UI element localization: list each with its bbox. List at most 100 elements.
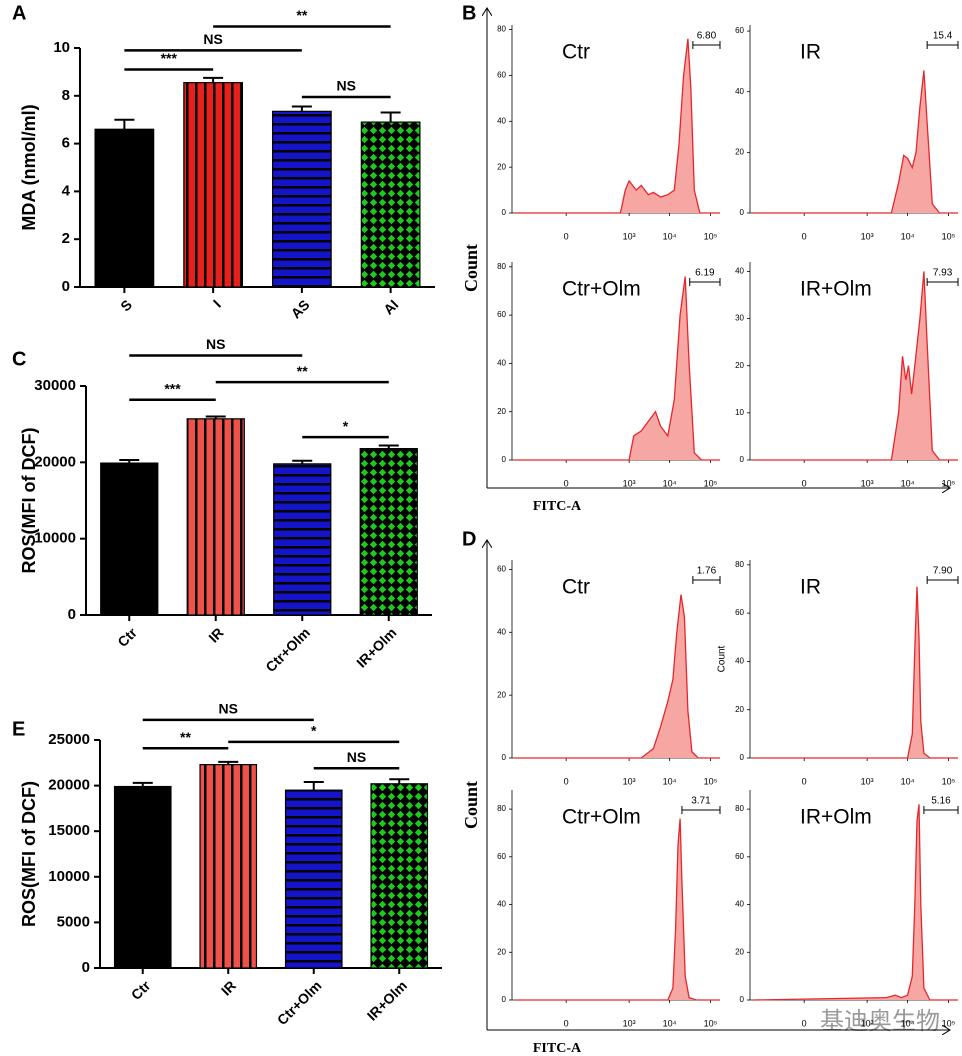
y-tick-label: 30 [735, 314, 744, 323]
bar [284, 789, 343, 969]
plot-title: IR [800, 576, 821, 599]
bar [183, 82, 244, 288]
x-tick-label: 10⁵ [704, 776, 718, 786]
plot-title: IR+Olm [800, 806, 872, 829]
y-tick-label: 0 [82, 959, 90, 976]
bar [113, 785, 172, 969]
watermark: 基迪奥生物 [820, 1007, 940, 1035]
y-tick-label: 40 [497, 359, 506, 368]
y-tick-label: 0 [502, 208, 507, 217]
y-tick-label: 0 [502, 753, 507, 762]
y-tick-label: 6 [62, 135, 70, 152]
y-tick-label: 0 [740, 753, 745, 762]
y-tick-label: 40 [497, 900, 506, 909]
x-tick-label: 10³ [623, 478, 636, 488]
y-tick-label: 80 [497, 262, 506, 271]
panel-letter: D [462, 528, 476, 550]
bar [370, 783, 429, 969]
plot-title: IR+Olm [800, 278, 872, 301]
x-tick-label: 0 [802, 1018, 807, 1028]
comparison-label: NS [206, 336, 225, 352]
y-tick-label: 10 [53, 39, 70, 56]
comparison-label: * [311, 723, 317, 739]
y-tick-label: 0 [68, 606, 76, 623]
x-tick-label: IR+Olm [353, 624, 399, 670]
comparison-label: * [343, 418, 349, 434]
x-tick-label: I [210, 296, 224, 310]
gate-label: 6.80 [697, 31, 717, 42]
x-tick-label: Ctr [114, 624, 140, 650]
histogram-curve [515, 276, 720, 461]
y-tick-label: 20000 [34, 453, 76, 470]
comparison-label: ** [296, 7, 307, 23]
y-tick-label: 80 [735, 560, 744, 569]
y-tick-label: 60 [497, 852, 506, 861]
y-tick-label: 0 [740, 995, 745, 1004]
histogram-curve [515, 38, 720, 214]
y-tick-label: 20 [735, 361, 744, 370]
x-tick-label: 10⁴ [663, 1018, 677, 1028]
x-tick-label: Ctr+Olm [274, 977, 325, 1028]
comparison-label: NS [337, 78, 356, 94]
y-tick-label: 60 [497, 310, 506, 319]
y-axis-label: ROS(MFI of DCF) [19, 781, 39, 927]
y-axis-label: Count [461, 244, 481, 292]
y-tick-label: 20000 [48, 777, 90, 794]
gate-label: 15.4 [933, 31, 953, 42]
y-tick-label: 8 [62, 87, 70, 104]
x-tick-label: 10³ [861, 478, 874, 488]
histogram-curve [753, 586, 958, 759]
y-tick-label: 10 [735, 408, 744, 417]
x-tick-label: 10³ [623, 1018, 636, 1028]
x-tick-label: 10⁴ [901, 776, 915, 786]
x-axis-label: FITC-A [533, 499, 582, 514]
x-tick-label: Ctr [128, 977, 154, 1003]
x-tick-label: Ctr+Olm [262, 624, 313, 675]
y-tick-label: 60 [497, 565, 506, 574]
x-tick-label: 0 [802, 231, 807, 241]
y-tick-label: 4 [62, 182, 71, 199]
y-tick-label: 60 [735, 852, 744, 861]
y-tick-label: 15000 [48, 822, 90, 839]
x-tick-label: 10⁴ [663, 478, 677, 488]
panel-letter: C [12, 348, 26, 370]
plot-y-label: Count [717, 645, 728, 672]
y-tick-label: 80 [735, 804, 744, 813]
x-tick-label: 10⁵ [942, 478, 956, 488]
y-tick-label: 0 [62, 278, 70, 295]
y-tick-label: 40 [735, 87, 744, 96]
y-tick-label: 40 [735, 657, 744, 666]
y-tick-label: 20 [735, 947, 744, 956]
x-tick-label: 10⁵ [704, 1018, 718, 1028]
histogram-curve [515, 818, 720, 1001]
comparison-label: NS [219, 701, 238, 717]
y-tick-label: 2 [62, 230, 70, 247]
x-tick-label: 0 [564, 478, 569, 488]
y-tick-label: 20 [497, 690, 506, 699]
x-tick-label: 10⁴ [663, 231, 677, 241]
y-tick-label: 20 [497, 162, 506, 171]
y-tick-label: 0 [502, 455, 507, 464]
x-tick-label: 0 [564, 231, 569, 241]
y-tick-label: 5000 [57, 913, 90, 930]
y-tick-label: 10000 [48, 868, 90, 885]
x-tick-label: 10³ [623, 776, 636, 786]
y-tick-label: 20 [497, 407, 506, 416]
x-tick-label: 10³ [861, 776, 874, 786]
y-tick-label: 25000 [48, 731, 90, 748]
histogram-curve [753, 804, 958, 1001]
y-tick-label: 80 [497, 804, 506, 813]
y-tick-label: 40 [497, 627, 506, 636]
x-tick-label: 10⁵ [704, 478, 718, 488]
comparison-label: *** [164, 380, 181, 396]
comparison-label: NS [203, 31, 222, 47]
y-tick-label: 60 [735, 608, 744, 617]
y-tick-label: 0 [740, 455, 745, 464]
histogram-curve [753, 70, 958, 214]
y-tick-label: 20 [735, 147, 744, 156]
x-tick-label: 10³ [861, 231, 874, 241]
gate-label: 6.19 [695, 268, 715, 279]
bar [199, 764, 258, 969]
gate-label: 5.16 [931, 796, 951, 807]
